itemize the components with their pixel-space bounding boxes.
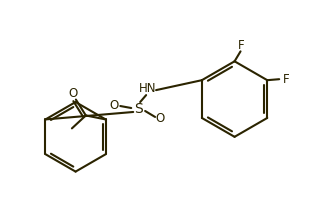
Text: O: O — [110, 99, 119, 111]
Text: F: F — [238, 39, 245, 52]
Text: S: S — [134, 102, 143, 116]
Text: O: O — [155, 112, 165, 125]
Text: F: F — [283, 73, 290, 86]
Text: HN: HN — [139, 82, 157, 95]
Text: O: O — [68, 87, 77, 100]
